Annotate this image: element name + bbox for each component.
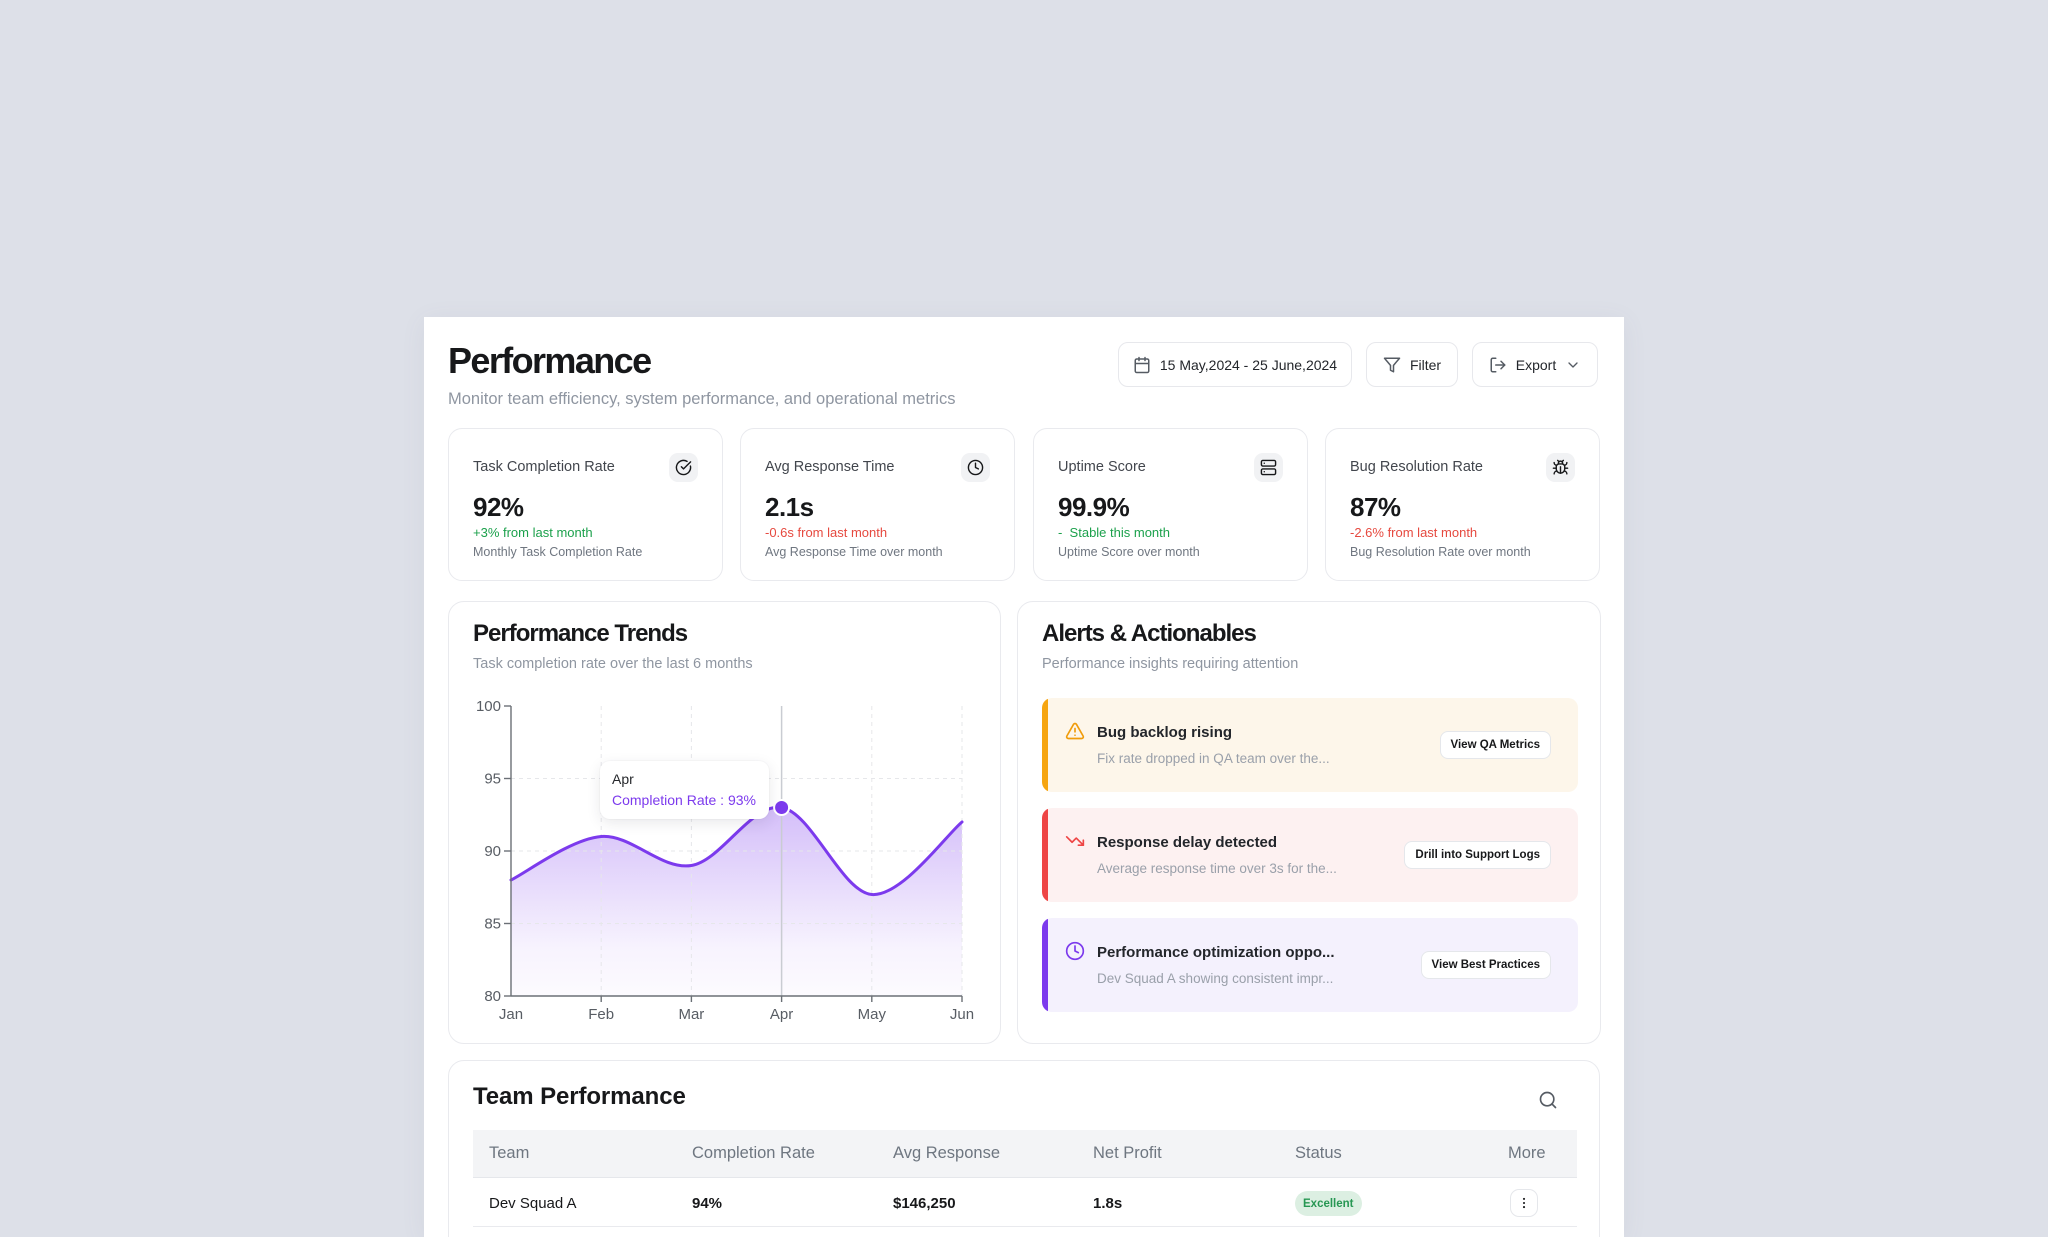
svg-text:Mar: Mar <box>678 1006 704 1023</box>
svg-text:85: 85 <box>484 916 501 933</box>
svg-text:Jun: Jun <box>950 1006 974 1023</box>
svg-text:Jan: Jan <box>499 1006 523 1023</box>
svg-text:May: May <box>858 1006 887 1023</box>
svg-text:100: 100 <box>476 698 501 715</box>
svg-text:95: 95 <box>484 771 501 788</box>
svg-text:90: 90 <box>484 843 501 860</box>
svg-text:80: 80 <box>484 988 501 1005</box>
svg-text:Feb: Feb <box>588 1006 614 1023</box>
svg-text:Apr: Apr <box>770 1006 793 1023</box>
